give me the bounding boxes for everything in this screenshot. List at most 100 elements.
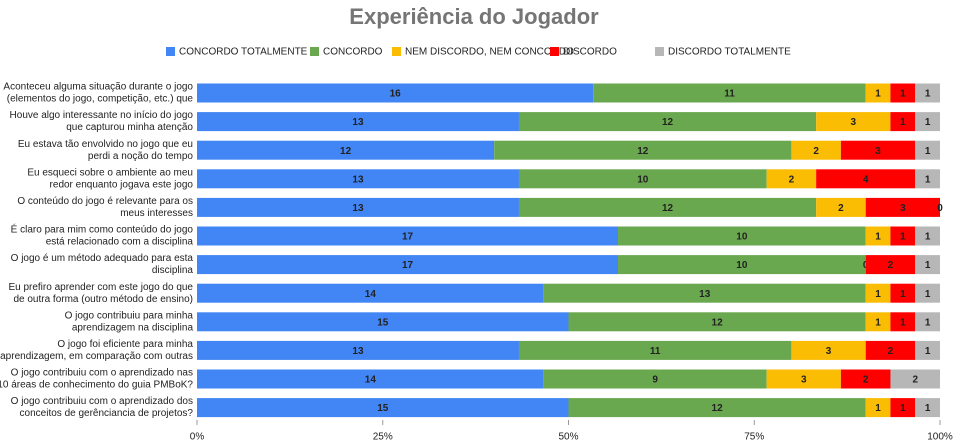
value-label: 17	[402, 260, 414, 271]
value-label: 2	[813, 146, 819, 157]
value-label: 12	[662, 203, 674, 214]
bar-segment	[915, 398, 940, 418]
value-label: 1	[925, 117, 931, 128]
category-label: O jogo foi eficiente para minha	[57, 339, 193, 350]
bar-segment	[593, 83, 866, 103]
value-label: 12	[712, 317, 724, 328]
bar-segment	[197, 140, 495, 160]
bar-segment	[865, 312, 891, 332]
value-label: 1	[875, 89, 881, 100]
category-label: aprendizagem, em comparação com outras	[0, 351, 193, 362]
value-label: 0	[937, 203, 943, 214]
legend-swatch	[655, 47, 664, 56]
x-tick-label: 100%	[927, 432, 953, 443]
bar-segment	[865, 340, 916, 360]
bar-segment	[890, 283, 916, 303]
value-label: 2	[863, 375, 869, 386]
value-label: 3	[851, 117, 857, 128]
bar-segment	[197, 398, 569, 418]
bar-segment	[791, 340, 866, 360]
bar-segment	[865, 83, 891, 103]
category-label: disciplina	[152, 265, 194, 276]
value-label: 1	[900, 117, 906, 128]
bar-segment	[494, 140, 792, 160]
value-label: 12	[712, 403, 724, 414]
legend-label: CONCORDO TOTALMENTE	[179, 47, 308, 58]
category-label: de outra forma (outro método de ensino)	[13, 294, 193, 305]
bar-segment	[915, 169, 940, 189]
legend-label: DISCORDO	[563, 47, 617, 58]
value-label: 3	[900, 203, 906, 214]
legend-label: NEM DISCORDO, NEM CONCORDO	[405, 47, 574, 58]
category-label: (elementos do jogo, competição, etc.) qu…	[7, 94, 194, 105]
value-label: 2	[888, 346, 894, 357]
bar-segment	[197, 83, 594, 103]
bar-segment	[890, 312, 916, 332]
bar-segment	[915, 283, 940, 303]
value-label: 1	[925, 260, 931, 271]
bar-segment	[543, 283, 866, 303]
value-label: 11	[724, 89, 735, 100]
category-label: está relacionado com a disciplina	[46, 237, 194, 248]
value-label: 1	[925, 89, 931, 100]
bar-segment	[518, 340, 792, 360]
category-label: conceitos de gerênciancia de projetos?	[20, 408, 194, 419]
value-label: 1	[925, 346, 931, 357]
bar-segment	[197, 112, 519, 132]
bar-segment	[890, 83, 916, 103]
legend-swatch	[310, 47, 319, 56]
bar-segment	[816, 112, 891, 132]
value-label: 2	[888, 260, 894, 271]
value-label: 1	[875, 403, 881, 414]
category-label: O conteúdo do jogo é relevante para os	[17, 196, 193, 207]
value-label: 1	[875, 289, 881, 300]
bar-segment	[518, 197, 817, 217]
bar-segment	[865, 197, 940, 217]
value-label: 4	[863, 174, 869, 185]
value-label: 10	[736, 260, 748, 271]
bar-segment	[766, 369, 841, 389]
bar-segment	[840, 369, 891, 389]
bar-segment	[865, 226, 891, 246]
value-label: 1	[875, 317, 881, 328]
category-label: É claro para mim como conteúdo do jogo	[11, 223, 194, 236]
category-label: que capturou minha atenção	[66, 122, 193, 133]
category-label: perdi a noção do tempo	[88, 151, 194, 162]
value-label: 10	[736, 232, 748, 243]
category-label: Eu prefiro aprender com este jogo do que	[8, 282, 193, 293]
bar-segment	[766, 169, 817, 189]
bar-segment	[791, 140, 841, 160]
value-label: 2	[789, 174, 795, 185]
bar-segment	[890, 398, 916, 418]
bar-segment	[518, 169, 767, 189]
legend-swatch	[166, 47, 175, 56]
bar-segment	[543, 369, 767, 389]
bar-segment	[915, 112, 940, 132]
category-label: Eu esqueci sobre o ambiente ao meu	[27, 167, 193, 178]
value-label: 1	[900, 232, 906, 243]
bar-segment	[890, 226, 916, 246]
x-tick-label: 50%	[558, 432, 578, 443]
bar-segment	[197, 169, 519, 189]
value-label: 17	[402, 232, 414, 243]
category-label: meus interesses	[120, 208, 193, 219]
legend-label: CONCORDO	[323, 47, 383, 58]
bar-segment	[840, 140, 916, 160]
value-label: 13	[352, 203, 364, 214]
bar-segment	[197, 340, 519, 360]
bar-segment	[865, 398, 891, 418]
value-label: 11	[650, 346, 661, 357]
category-label: Eu estava tão envolvido no jogo que eu	[18, 139, 193, 150]
value-label: 13	[699, 289, 711, 300]
bar-segment	[816, 169, 916, 189]
bar-segment	[568, 398, 866, 418]
bar-segment	[197, 197, 519, 217]
bar-segment	[915, 83, 940, 103]
legend-label: DISCORDO TOTALMENTE	[668, 47, 791, 58]
value-label: 12	[662, 117, 674, 128]
value-label: 1	[875, 232, 881, 243]
bar-segment	[915, 255, 940, 275]
value-label: 2	[838, 203, 844, 214]
category-label: Houve algo interessante no início do jog…	[10, 110, 194, 121]
